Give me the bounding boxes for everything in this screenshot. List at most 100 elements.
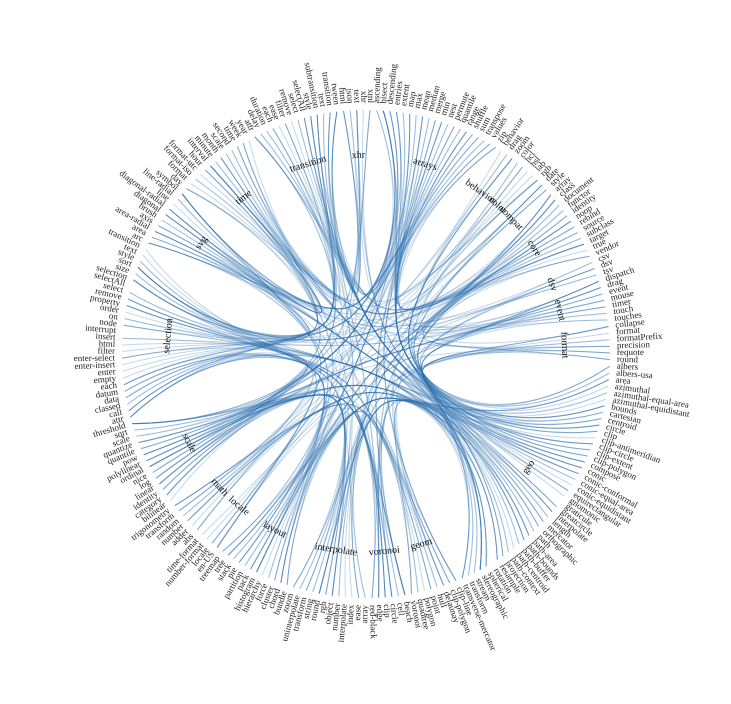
link — [136, 394, 345, 588]
link — [233, 379, 609, 560]
link — [136, 143, 491, 437]
link — [244, 112, 406, 567]
link — [331, 110, 362, 294]
link — [220, 157, 334, 573]
link — [250, 220, 572, 570]
link — [190, 183, 585, 463]
link — [382, 110, 610, 405]
link — [318, 194, 552, 594]
link — [396, 113, 605, 329]
link — [186, 188, 334, 583]
link — [132, 384, 487, 567]
link — [280, 410, 451, 584]
link — [421, 351, 611, 425]
leaf-label: xml — [366, 89, 376, 104]
leaf-label: requote — [617, 347, 644, 357]
link — [331, 345, 610, 596]
link — [146, 394, 399, 596]
link — [254, 136, 598, 434]
link — [123, 134, 473, 379]
link — [327, 112, 461, 296]
group-label: dsv — [544, 276, 559, 293]
link — [256, 410, 432, 590]
leaf-label: format — [616, 324, 641, 336]
link — [166, 143, 491, 496]
leaf-label: text — [316, 92, 328, 108]
group-label: xhr — [352, 150, 366, 162]
link — [421, 332, 610, 480]
link — [222, 123, 344, 552]
leaf-label: number — [329, 603, 342, 631]
link — [233, 411, 351, 596]
leaf-label: datum — [95, 387, 119, 400]
link — [181, 193, 587, 321]
link — [421, 280, 600, 570]
link — [155, 110, 359, 479]
link — [395, 146, 496, 576]
link — [303, 117, 579, 475]
link — [417, 215, 604, 422]
link — [133, 274, 597, 344]
link — [134, 384, 593, 445]
link — [166, 394, 347, 595]
link — [148, 110, 396, 310]
link — [133, 111, 402, 337]
link — [165, 214, 329, 563]
link — [352, 413, 457, 599]
link — [149, 394, 346, 593]
link — [206, 111, 402, 540]
link — [169, 140, 485, 310]
leaf-label: map — [405, 90, 418, 108]
link — [422, 237, 611, 354]
link — [173, 203, 451, 584]
group-label: voronoi — [368, 544, 400, 558]
link — [280, 411, 406, 596]
link — [186, 188, 575, 315]
link — [151, 236, 610, 348]
link — [123, 109, 371, 386]
link — [125, 311, 314, 522]
link — [331, 111, 354, 596]
link — [216, 407, 386, 598]
link — [132, 146, 496, 425]
link — [421, 326, 609, 573]
link — [161, 165, 323, 314]
link — [159, 299, 605, 485]
link — [192, 404, 386, 598]
link — [216, 166, 523, 548]
link — [126, 305, 318, 548]
link — [417, 243, 585, 513]
leaf-label: ascending — [371, 66, 383, 103]
link — [143, 389, 320, 544]
link — [181, 193, 322, 548]
link — [146, 393, 432, 590]
link — [121, 153, 319, 359]
link — [125, 354, 325, 552]
link — [137, 243, 585, 341]
link — [126, 139, 319, 405]
link — [278, 125, 605, 419]
link — [413, 184, 543, 557]
leaf-label: attr — [110, 413, 124, 426]
link — [159, 110, 360, 485]
link — [126, 355, 326, 581]
link — [161, 219, 579, 475]
link — [159, 384, 520, 545]
link — [356, 110, 544, 522]
link — [237, 146, 349, 591]
link — [149, 384, 540, 527]
link — [128, 111, 399, 412]
leaf-label: area — [615, 374, 631, 386]
link — [393, 112, 543, 305]
link — [143, 394, 346, 591]
link — [303, 117, 549, 518]
link — [394, 399, 585, 593]
link — [254, 119, 436, 296]
link — [408, 158, 610, 407]
link — [378, 299, 605, 598]
link — [227, 255, 590, 556]
link — [421, 326, 609, 513]
link — [135, 273, 393, 597]
link — [215, 161, 523, 307]
